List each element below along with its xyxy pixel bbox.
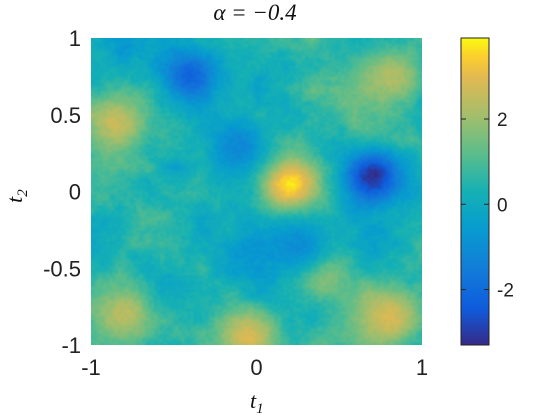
y-axis-ticks: -1 -0.5 0 0.5 1 (43, 26, 81, 358)
chart-title: α = −0.4 (213, 0, 296, 25)
x-axis-label-sub: 1 (256, 401, 264, 417)
x-tick-label: 1 (416, 355, 428, 380)
x-tick-label: 0 (250, 355, 262, 380)
y-axis-label: t2 (2, 189, 31, 203)
x-axis-ticks: -1 0 1 (81, 355, 428, 380)
y-tick-label: 1 (69, 26, 81, 51)
colorbar: -2 0 2 (461, 38, 514, 345)
heatmap-plot (91, 38, 422, 345)
colorbar-tick-label: -2 (497, 281, 514, 302)
colorbar-tick-label: 2 (497, 110, 508, 131)
svg-text:t2: t2 (2, 189, 31, 203)
colorbar-gradient (461, 38, 489, 345)
y-tick-label: 0 (69, 180, 81, 205)
y-tick-label: 0.5 (50, 103, 81, 128)
colorbar-tick-label: 0 (497, 195, 508, 216)
x-tick-label: -1 (81, 355, 101, 380)
y-axis-label-sub: 2 (15, 189, 31, 197)
y-tick-label: -1 (61, 333, 81, 358)
x-axis-label: t1 (250, 388, 264, 417)
heatmap-image (91, 38, 422, 345)
y-tick-label: -0.5 (43, 256, 81, 281)
